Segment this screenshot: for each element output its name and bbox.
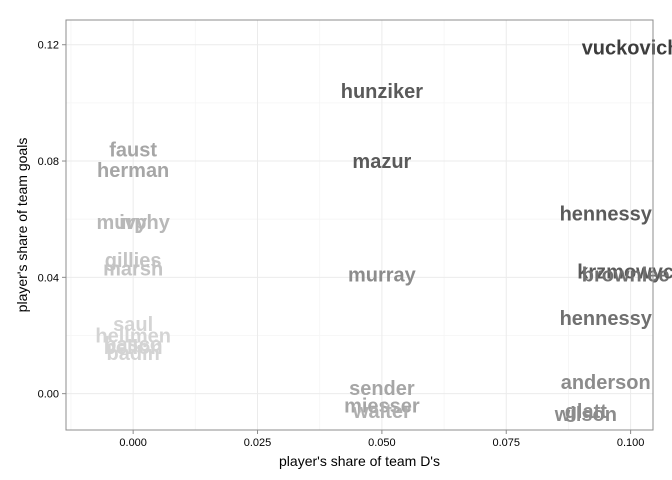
point-label: hennessy [560,308,653,330]
point-label: hellmen [95,325,171,347]
point-label: walter [352,401,411,423]
point-label: gillies [105,250,162,272]
point-label: krzmowycz [577,262,672,284]
point-label: glatt [565,401,608,423]
point-label: wilson [554,404,617,426]
point-label: ivy [119,212,148,234]
point-label: hennessy [560,203,653,225]
y-tick-label: 0.12 [38,40,59,52]
x-tick-label: 0.075 [492,437,520,449]
point-label: basco [104,334,162,356]
x-tick-label: 0.000 [119,437,147,449]
point-label: brownlee [582,264,670,286]
point-label: marsh [103,259,163,281]
y-tick-label: 0.00 [38,389,59,401]
point-label: mazur [352,151,411,173]
axis-ticks: 0.000 0.025 0.050 0.075 0.100 0.00 0.04 0.08 0.1… [38,40,645,449]
x-tick-label: 0.100 [617,437,645,449]
grid-lines [66,20,653,430]
y-tick-label: 0.04 [38,272,59,284]
point-label: vuckovich [582,38,672,60]
point-label: faust [109,139,157,161]
y-axis-title: player's share of team goals [14,138,30,313]
point-label: herman [97,160,169,182]
point-label: murphy [96,212,170,234]
y-tick-label: 0.08 [38,156,59,168]
point-label: miesser [344,395,420,417]
point-label: bellon [104,337,163,359]
point-label: murray [348,264,417,286]
x-tick-label: 0.050 [368,437,396,449]
point-label: saul [113,314,153,336]
point-label: hunziker [341,81,423,103]
x-axis-title: player's share of team D's [279,453,440,469]
point-label: badin [106,343,159,365]
point-label: sender [349,378,415,400]
point-label: anderson [561,372,651,394]
plot-panel-border [65,19,654,431]
x-tick-label: 0.025 [244,437,272,449]
